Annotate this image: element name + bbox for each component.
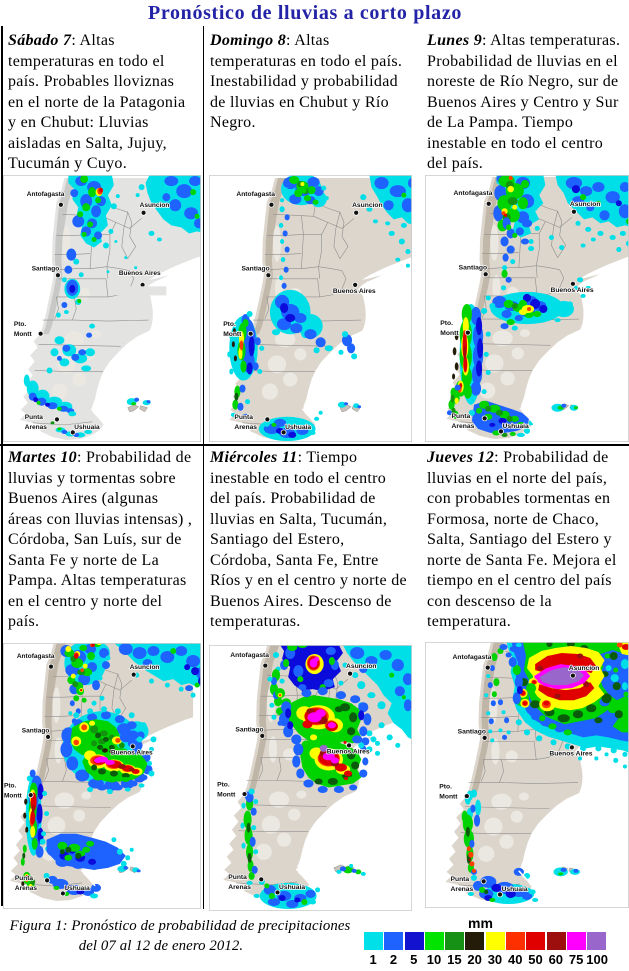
svg-text:Buenos Aires: Buenos Aires xyxy=(119,270,161,277)
